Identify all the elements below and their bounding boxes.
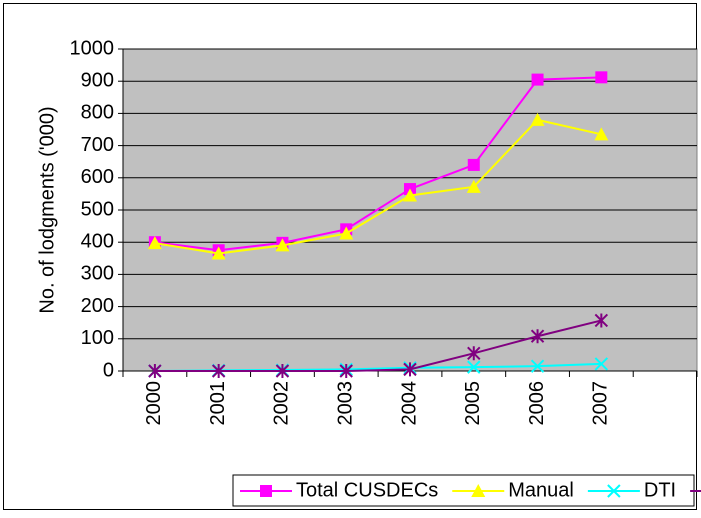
marker (530, 359, 545, 373)
legend-label: Total CUSDECs (296, 479, 438, 501)
y-tick-label: 300 (81, 263, 114, 285)
marker (467, 158, 480, 171)
series-line (154, 319, 602, 372)
marker (607, 484, 621, 498)
y-tick-label: 200 (81, 295, 114, 317)
marker (403, 188, 417, 202)
marker (211, 246, 226, 260)
marker (531, 73, 544, 86)
x-tick-label: 2002 (271, 381, 293, 426)
y-tick-label: 800 (81, 102, 114, 124)
y-tick-label: 900 (81, 69, 114, 91)
x-tick-label: 2000 (143, 381, 165, 426)
legend-label: Manual (508, 479, 574, 501)
y-tick-label: 100 (81, 327, 114, 349)
marker (467, 346, 481, 361)
marker (530, 112, 545, 126)
marker (403, 362, 417, 377)
marker (471, 484, 486, 497)
y-tick-label: 0 (103, 359, 114, 381)
marker (260, 485, 272, 497)
x-tick-label: 2004 (398, 381, 420, 426)
marker (530, 329, 545, 344)
legend-label: DTI (644, 479, 676, 501)
y-tick-label: 400 (81, 230, 114, 252)
marker (148, 364, 162, 378)
marker (466, 179, 481, 193)
marker (147, 236, 162, 250)
y-tick-label: 500 (81, 198, 114, 220)
legend: Total CUSDECsManualDTIEDI (232, 474, 701, 507)
marker (595, 71, 608, 84)
marker (211, 364, 226, 378)
marker (594, 127, 609, 141)
x-tick-label: 2007 (590, 381, 612, 426)
marker (275, 364, 290, 378)
y-axis-label: No. of lodgments ('000) (36, 106, 58, 313)
marker (594, 313, 609, 328)
y-tick-label: 1000 (70, 37, 115, 59)
marker (275, 238, 290, 252)
x-tick-label: 2001 (207, 381, 229, 426)
marker (467, 360, 481, 374)
series-line (154, 76, 602, 252)
marker (339, 364, 353, 378)
series-line (154, 118, 602, 255)
x-tick-label: 2005 (462, 381, 484, 426)
marker (339, 226, 354, 240)
y-tick-label: 600 (81, 166, 114, 188)
marker (594, 357, 609, 371)
x-tick-label: 2006 (526, 381, 548, 426)
x-tick-label: 2003 (335, 381, 357, 426)
y-tick-label: 700 (81, 134, 114, 156)
